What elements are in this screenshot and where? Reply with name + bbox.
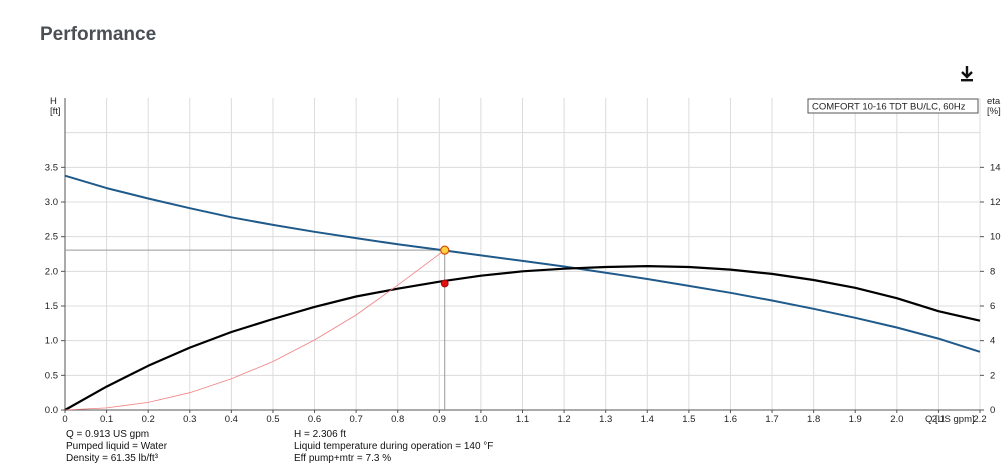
x-tick-label: 1.9 bbox=[849, 414, 862, 425]
system-curve bbox=[64, 249, 445, 411]
x-tick-label: 0.7 bbox=[350, 414, 363, 425]
y-left-tick-label: 2.0 bbox=[45, 266, 58, 277]
annotation-block-2: H = 2.306 ft Liquid temperature during o… bbox=[294, 429, 493, 465]
x-tick-label: 1.8 bbox=[807, 414, 820, 425]
x-tick-label: 1.2 bbox=[557, 414, 570, 425]
y-left-tick-label: 3.5 bbox=[45, 162, 58, 173]
x-tick-label: 0.5 bbox=[266, 414, 279, 425]
y-right-tick-label: 2 bbox=[990, 370, 995, 381]
x-axis-label: Q [US gpm] bbox=[925, 414, 975, 425]
x-tick-label: 0.1 bbox=[100, 414, 113, 425]
y-left-tick-label: 1.0 bbox=[45, 336, 58, 347]
flow-readout: Q = 0.913 US gpm bbox=[66, 429, 150, 440]
x-tick-label: 0.6 bbox=[308, 414, 321, 425]
x-tick-label: 2.1 bbox=[932, 414, 945, 425]
x-tick-label: 0.2 bbox=[142, 414, 155, 425]
liquid-temperature: Liquid temperature during operation = 14… bbox=[294, 441, 494, 452]
x-tick-label: 1.0 bbox=[474, 414, 487, 425]
x-tick-label: 0.3 bbox=[183, 414, 196, 425]
efficiency-duty-point bbox=[440, 279, 449, 288]
y-left-axis-label: [ft] bbox=[50, 106, 61, 117]
y-left-axis-label: H bbox=[50, 96, 57, 107]
y-right-axis-label: [%] bbox=[987, 106, 1001, 117]
density-readout: Density = 61.35 lb/ft³ bbox=[66, 453, 158, 464]
x-tick-label: 1.7 bbox=[765, 414, 778, 425]
y-right-tick-label: 4 bbox=[990, 336, 995, 347]
annotation-block-1: Q = 0.913 US gpm Pumped liquid = Water D… bbox=[66, 429, 167, 465]
x-tick-label: 1.6 bbox=[724, 414, 737, 425]
y-left-tick-label: 0.0 bbox=[45, 405, 58, 416]
y-right-tick-label: 6 bbox=[990, 301, 995, 312]
x-tick-label: 1.4 bbox=[641, 414, 654, 425]
legend-box bbox=[807, 98, 979, 114]
efficiency-curve bbox=[64, 265, 981, 411]
x-tick-label: 0 bbox=[62, 414, 67, 425]
y-right-tick-label: 0 bbox=[990, 405, 995, 416]
efficiency-readout: Eff pump+mtr = 7.3 % bbox=[294, 453, 392, 464]
x-tick-label: 1.3 bbox=[599, 414, 612, 425]
x-tick-label: 1.5 bbox=[682, 414, 695, 425]
y-right-tick-label: 8 bbox=[990, 266, 995, 277]
y-left-tick-label: 2.5 bbox=[45, 232, 58, 243]
x-tick-label: 0.8 bbox=[391, 414, 404, 425]
x-tick-label: 2.0 bbox=[890, 414, 903, 425]
x-tick-label: 0.9 bbox=[433, 414, 446, 425]
x-tick-label: 2.2 bbox=[973, 414, 986, 425]
head-readout: H = 2.306 ft bbox=[294, 429, 346, 440]
x-tick-label: 0.4 bbox=[225, 414, 238, 425]
download-button[interactable] bbox=[957, 64, 977, 84]
head-curve bbox=[64, 174, 981, 353]
y-right-tick-label: 12 bbox=[990, 197, 1001, 208]
pumped-liquid: Pumped liquid = Water bbox=[66, 441, 168, 452]
page-title: Performance bbox=[40, 24, 157, 45]
x-tick-label: 1.1 bbox=[516, 414, 529, 425]
head-duty-point bbox=[440, 245, 450, 255]
y-left-tick-label: 1.5 bbox=[45, 301, 58, 312]
y-left-tick-label: 0.5 bbox=[45, 370, 58, 381]
download-icon bbox=[961, 66, 973, 82]
legend-label: COMFORT 10-16 TDT BU/LC, 60Hz bbox=[812, 102, 966, 113]
y-right-tick-label: 10 bbox=[990, 232, 1001, 243]
y-right-axis-label: eta bbox=[987, 96, 1001, 107]
y-left-tick-label: 3.0 bbox=[45, 197, 58, 208]
y-right-tick-label: 14 bbox=[990, 162, 1001, 173]
